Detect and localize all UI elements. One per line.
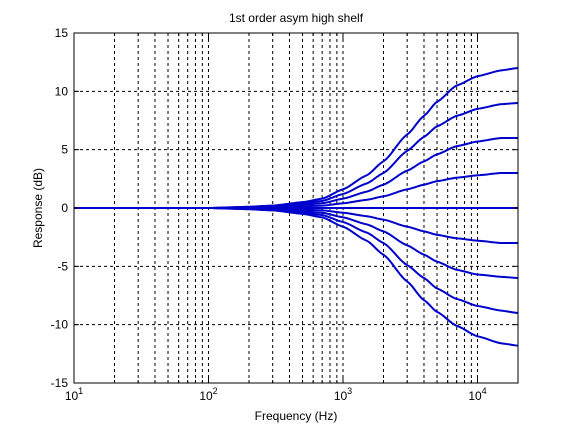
y-tick-label: -15 <box>51 376 69 390</box>
series-group <box>74 67 519 347</box>
x-tick-label: 102 <box>199 386 217 403</box>
chart-title: 1st order asym high shelf <box>229 11 364 25</box>
y-tick-label: -10 <box>51 318 69 332</box>
x-tick-label: 104 <box>468 386 486 403</box>
y-tick-label: 0 <box>61 201 68 215</box>
y-tick-label: 5 <box>61 143 68 157</box>
series-line-9 <box>74 207 519 347</box>
y-tick-label: 10 <box>55 84 69 98</box>
y-tick-label: 15 <box>55 26 69 40</box>
ticks <box>74 32 518 384</box>
x-tick-label: 101 <box>65 386 83 403</box>
y-axis-label: Response (dB) <box>31 168 45 248</box>
x-tick-label: 103 <box>334 386 352 403</box>
x-axis-label: Frequency (Hz) <box>255 409 338 423</box>
y-tick-label: -5 <box>57 259 68 273</box>
